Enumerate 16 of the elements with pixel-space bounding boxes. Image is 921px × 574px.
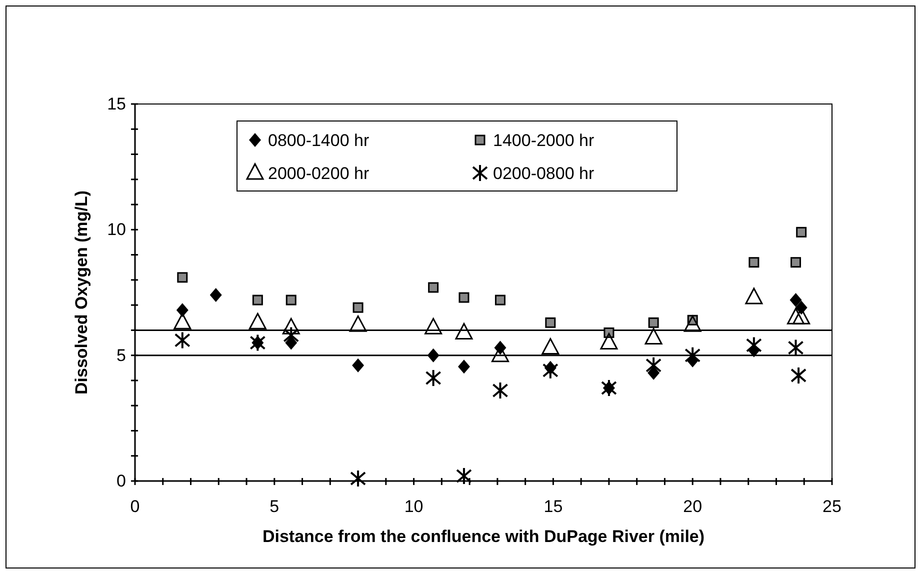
y-tick-label: 10: [107, 220, 126, 240]
x-tick-label: 0: [130, 497, 140, 516]
y-tick-label: 15: [107, 94, 126, 114]
y-tick-label: 5: [116, 346, 126, 365]
legend-label: 2000-0200 hr: [268, 164, 370, 183]
x-axis-title: Distance from the confluence with DuPage River (mile): [262, 527, 705, 546]
legend-label: 0800-1400 hr: [268, 131, 370, 150]
legend-label: 1400-2000 hr: [493, 131, 594, 150]
x-tick-label: 5: [270, 497, 280, 516]
x-tick-label: 25: [822, 497, 842, 516]
x-tick-label: 15: [544, 497, 563, 516]
x-tick-label: 20: [683, 497, 702, 516]
y-tick-label: 0: [116, 471, 126, 490]
y-axis-title: Dissolved Oxygen (mg/L): [72, 190, 91, 395]
legend-label: 0200-0800 hr: [493, 164, 594, 183]
x-tick-label: 10: [404, 497, 424, 516]
